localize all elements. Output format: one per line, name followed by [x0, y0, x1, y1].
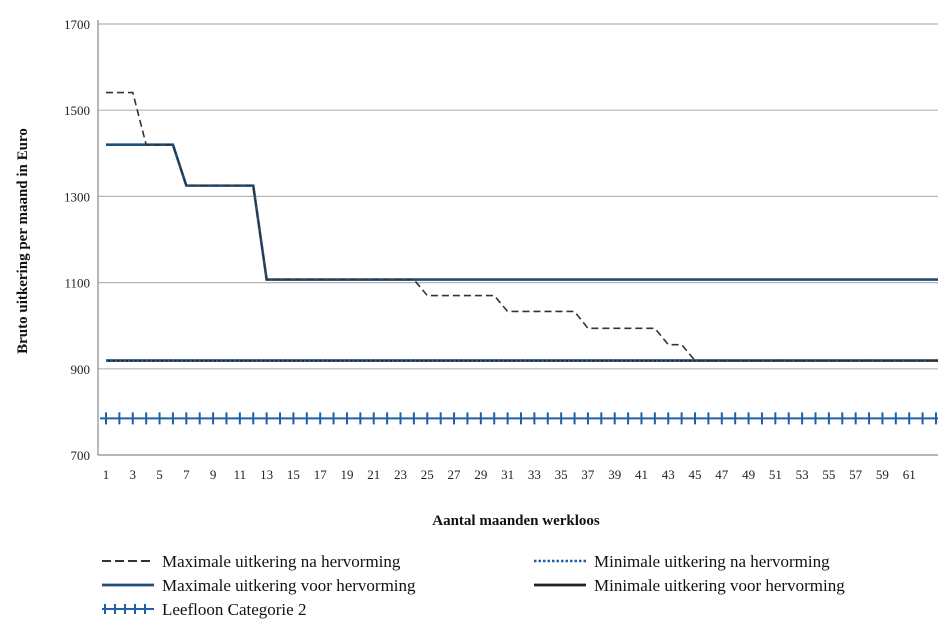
x-tick-label: 43 — [662, 467, 675, 482]
y-tick-labels: 700 900 1100 1300 1500 1700 — [64, 17, 90, 463]
legend-label: Leefloon Categorie 2 — [162, 600, 306, 619]
x-tick-label: 27 — [448, 467, 462, 482]
x-tick-label: 3 — [130, 467, 137, 482]
axes — [97, 20, 938, 456]
series-line — [106, 91, 938, 362]
x-tick-label: 57 — [849, 467, 863, 482]
x-tick-label: 41 — [635, 467, 648, 482]
x-axis-title: Aantal maanden werkloos — [432, 513, 600, 529]
x-tick-label: 21 — [367, 467, 380, 482]
legend-item: Maximale uitkering na hervorming — [102, 552, 401, 571]
x-tick-label: 19 — [340, 467, 353, 482]
y-tick-label: 1700 — [64, 17, 90, 32]
plot-area — [100, 91, 938, 425]
x-tick-label: 49 — [742, 467, 755, 482]
x-tick-label: 1 — [103, 467, 110, 482]
x-tick-label: 33 — [528, 467, 541, 482]
x-tick-label: 29 — [474, 467, 487, 482]
legend-item: Minimale uitkering na hervorming — [534, 552, 830, 571]
legend-label: Maximale uitkering voor hervorming — [162, 576, 416, 595]
y-tick-label: 900 — [71, 362, 91, 377]
x-tick-label: 47 — [715, 467, 729, 482]
series-5 — [100, 412, 938, 425]
legend-label: Maximale uitkering na hervorming — [162, 552, 401, 571]
x-tick-label: 23 — [394, 467, 407, 482]
x-tick-label: 53 — [796, 467, 809, 482]
x-tick-label: 59 — [876, 467, 889, 482]
x-tick-label: 35 — [555, 467, 568, 482]
x-tick-label: 17 — [314, 467, 328, 482]
x-tick-label: 39 — [608, 467, 621, 482]
legend-item: Minimale uitkering voor hervorming — [534, 576, 845, 595]
legend-label: Minimale uitkering na hervorming — [594, 552, 830, 571]
legend-label: Minimale uitkering voor hervorming — [594, 576, 845, 595]
y-tick-label: 1500 — [64, 103, 90, 118]
x-tick-label: 13 — [260, 467, 273, 482]
y-tick-label: 700 — [71, 448, 91, 463]
y-axis-title: Bruto uitkering per maand in Euro — [15, 128, 31, 354]
x-tick-label: 15 — [287, 467, 300, 482]
x-tick-label: 5 — [156, 467, 163, 482]
x-tick-label: 9 — [210, 467, 217, 482]
y-tick-label: 1100 — [64, 276, 90, 291]
x-tick-label: 55 — [822, 467, 835, 482]
legend-item: Leefloon Categorie 2 — [102, 600, 306, 619]
y-tick-label: 1300 — [64, 189, 90, 204]
gridlines — [98, 23, 938, 370]
x-tick-label: 25 — [421, 467, 434, 482]
x-tick-labels: 1 3 5 7 9 11 13 15 17 19 21 23 25 27 29 31 33 35 37 39 41 43 4… — [103, 467, 916, 482]
x-tick-label: 11 — [234, 467, 247, 482]
x-tick-label: 61 — [903, 467, 916, 482]
x-tick-label: 45 — [689, 467, 702, 482]
series-line — [106, 143, 938, 281]
legend: Maximale uitkering na hervorming Minimale… — [102, 552, 845, 619]
x-tick-label: 31 — [501, 467, 514, 482]
series-3 — [106, 143, 938, 281]
x-tick-label: 51 — [769, 467, 782, 482]
legend-item: Maximale uitkering voor hervorming — [102, 576, 416, 595]
series-1 — [106, 91, 938, 362]
x-tick-label: 7 — [183, 467, 190, 482]
x-tick-label: 37 — [581, 467, 595, 482]
